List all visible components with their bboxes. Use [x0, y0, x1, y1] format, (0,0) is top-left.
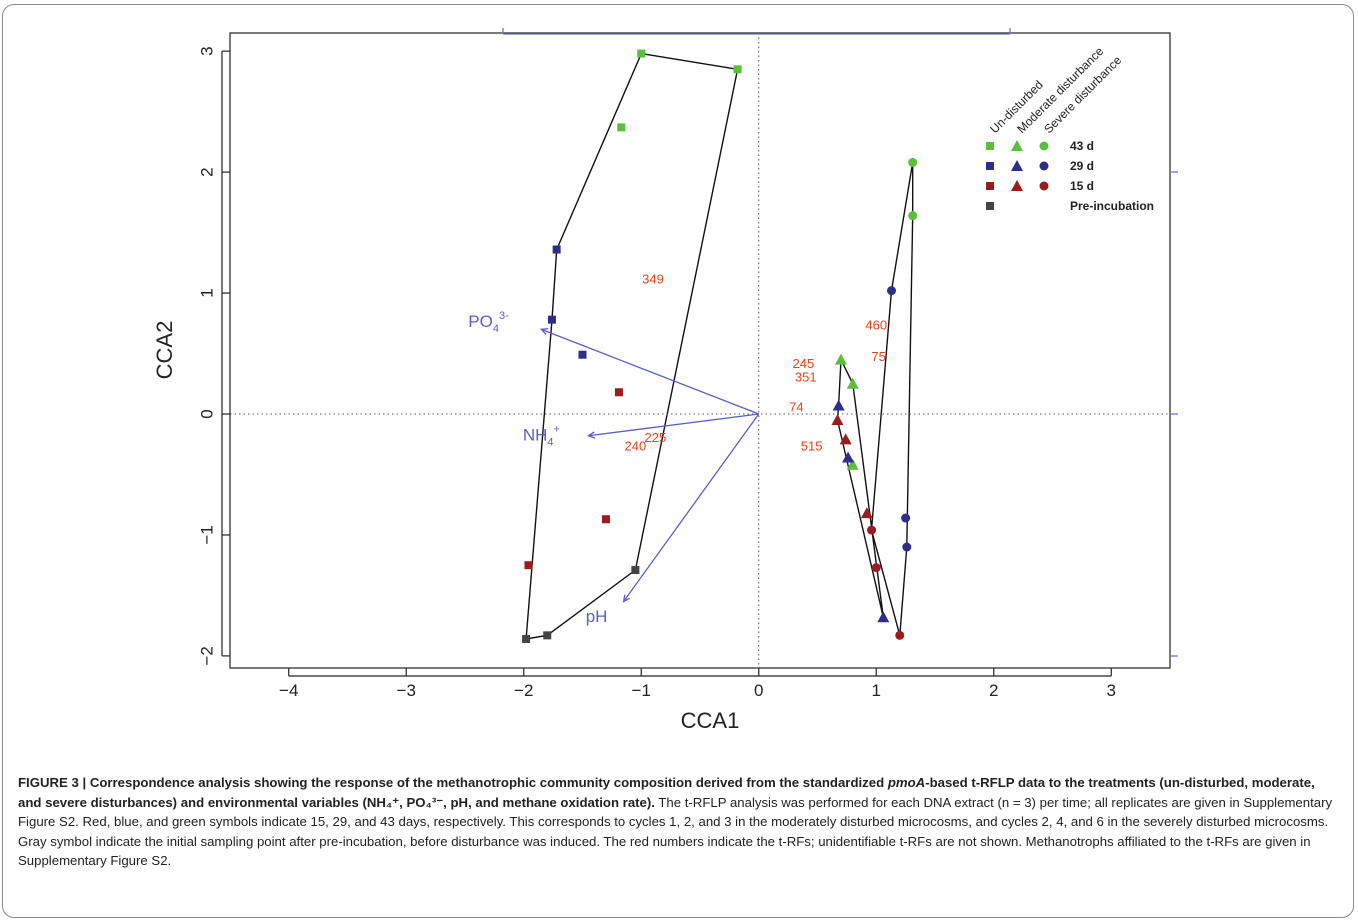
trf-label-240: 240 [625, 438, 647, 453]
figure-frame [2, 4, 1354, 918]
legend-marker-1-2 [1039, 161, 1049, 171]
point-undisturbed-blue-3 [578, 350, 587, 359]
vector-arrowhead-po4 [539, 328, 549, 335]
trf-label-515: 515 [801, 438, 823, 453]
point-severe-blue-2 [901, 513, 911, 523]
point-pre-incubation-gray-2 [543, 631, 552, 640]
point-moderate-blue-2 [842, 451, 855, 463]
figure-caption: FIGURE 3 | Correspondence analysis showi… [18, 773, 1340, 871]
point-moderate-red-3 [860, 507, 873, 519]
point-undisturbed-red-1 [614, 388, 623, 397]
point-severe-blue-3 [902, 542, 912, 552]
legend-marker-0-0 [986, 142, 994, 150]
x-tick-label-5: 1 [872, 681, 881, 700]
vector-label-po4: PO43- [468, 310, 509, 335]
axes: −4 −3 −2 −1 0 1 2 3 −2 −1 0 1 2 3 CCA1 CCA2 [152, 28, 1178, 733]
trf-label-349: 349 [642, 271, 664, 286]
x-tick-label-7: 3 [1107, 681, 1116, 700]
point-undisturbed-green-3 [617, 123, 626, 132]
vector-label-nh4: NH4+ [523, 424, 560, 449]
caption-body: The t-RFLP analysis was performed for ea… [18, 794, 1333, 869]
point-moderate-blue-1 [832, 399, 845, 411]
vector-layer: PO43- NH4+ pH [468, 310, 760, 626]
trf-label-225: 225 [644, 430, 666, 445]
point-severe-red-2 [871, 563, 881, 573]
point-severe-red-1 [867, 525, 877, 535]
y-tick-label-4: 2 [197, 167, 216, 176]
point-moderate-green-2 [846, 377, 859, 389]
point-severe-green-2 [908, 211, 918, 221]
point-pre-incubation-gray-3 [631, 566, 640, 575]
y-tick-label-5: 3 [197, 46, 216, 55]
point-undisturbed-blue-1 [552, 245, 561, 254]
y-axis-label: CCA2 [152, 321, 177, 380]
y-tick-label-0: −2 [197, 646, 216, 665]
legend-label-1: 29 d [1070, 159, 1094, 173]
trf-label-245: 245 [793, 356, 815, 371]
hull-undisturbed [525, 52, 739, 640]
x-tick-label-2: −2 [514, 681, 533, 700]
point-pre-incubation-gray-1 [522, 634, 531, 643]
y-tick-label-2: 0 [197, 409, 216, 418]
point-layer [522, 49, 918, 643]
trf-label-460: 460 [865, 317, 887, 332]
trf-label-75: 75 [871, 349, 885, 364]
vector-arrowhead-nh4 [586, 431, 596, 439]
caption-lead-suffix: -based t-RFLP data to the treatments (un… [18, 775, 1315, 810]
y-tick-label-1: −1 [197, 525, 216, 544]
x-tick-label-3: −1 [632, 681, 651, 700]
point-severe-green-1 [908, 157, 918, 167]
vector-line-po4 [541, 328, 759, 415]
legend-label-0: 43 d [1070, 139, 1094, 153]
caption-lead: FIGURE 3 | Correspondence analysis showi… [18, 775, 1315, 810]
x-tick-label-6: 2 [989, 681, 998, 700]
caption-lead-gene: pmoA [887, 775, 926, 790]
legend-marker-0-2 [1039, 141, 1049, 151]
legend-label-3: Pre-incubation [1070, 199, 1154, 213]
point-undisturbed-blue-2 [547, 315, 556, 324]
x-axis-label: CCA1 [681, 708, 740, 733]
point-moderate-blue-3 [877, 611, 890, 623]
x-tick-label-4: 0 [754, 681, 763, 700]
legend-label-2: 15 d [1070, 179, 1094, 193]
legend-marker-0-1 [1011, 140, 1023, 151]
vector-line-nh4 [588, 413, 759, 437]
point-moderate-green-3 [846, 458, 859, 470]
vector-line-ph [623, 413, 760, 602]
hull-moderate [836, 356, 884, 618]
vector-arrowhead-ph [622, 594, 631, 603]
point-moderate-red-1 [831, 414, 844, 426]
point-undisturbed-red-2 [602, 515, 610, 524]
x-tick-label-1: −3 [397, 681, 416, 700]
trf-label-351: 351 [795, 369, 817, 384]
point-moderate-green-1 [835, 353, 847, 365]
reference-lines [230, 33, 1170, 668]
y-tick-label-3: 1 [197, 288, 216, 297]
legend-marker-1-1 [1011, 160, 1023, 171]
legend-marker-1-0 [986, 162, 994, 170]
legend-marker-2-1 [1011, 180, 1023, 191]
plot-border [229, 32, 1171, 669]
point-undisturbed-green-2 [733, 65, 742, 74]
point-undisturbed-red-3 [524, 561, 533, 570]
point-moderate-red-2 [839, 433, 852, 445]
caption-lead-prefix: FIGURE 3 | Correspondence analysis showi… [18, 775, 888, 790]
x-tick-label-0: −4 [279, 681, 298, 700]
legend-marker-3-0 [986, 202, 994, 210]
vector-label-ph: pH [586, 607, 608, 626]
legend-marker-2-2 [1039, 181, 1049, 191]
legend-marker-2-0 [986, 182, 994, 190]
trf-label-74: 74 [789, 400, 803, 415]
point-undisturbed-green-1 [637, 49, 646, 58]
point-severe-red-3 [895, 630, 905, 640]
point-severe-blue-1 [887, 286, 897, 296]
